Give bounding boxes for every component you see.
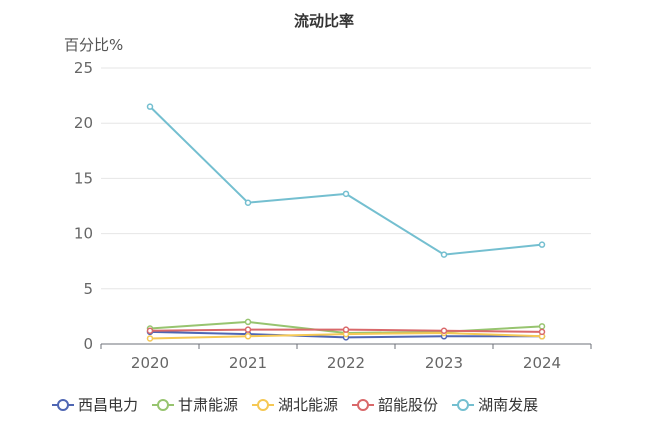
y-axis-label: 百分比% (64, 36, 124, 54)
data-point (146, 335, 154, 342)
y-tick-label: 0 (83, 335, 93, 353)
data-point (538, 328, 546, 336)
data-point (342, 190, 350, 198)
legend-item[interactable]: 韶能股份 (352, 394, 438, 415)
y-tick-label: 25 (74, 59, 93, 77)
data-point (146, 103, 154, 110)
data-point (440, 327, 448, 335)
legend-label: 韶能股份 (378, 396, 439, 414)
legend-item[interactable]: 湖南发展 (452, 394, 538, 415)
legend-label: 西昌电力 (78, 396, 139, 414)
y-tick-label: 10 (74, 225, 93, 243)
legend-line-circle-icon (252, 398, 275, 411)
data-point (440, 251, 448, 258)
series-line-5 (149, 105, 543, 256)
legend-label: 湖北能源 (278, 396, 339, 414)
data-point (538, 323, 546, 330)
data-point (342, 326, 350, 333)
data-point (244, 333, 252, 340)
data-point (244, 318, 252, 326)
data-point (244, 199, 252, 206)
y-tick-label: 20 (74, 114, 93, 132)
data-point (244, 326, 252, 333)
legend-item[interactable]: 西昌电力 (52, 394, 138, 415)
legend-item[interactable]: 湖北能源 (252, 394, 338, 415)
x-tick-label: 2024 (523, 354, 561, 372)
data-point (146, 327, 154, 335)
legend-label: 甘肃能源 (178, 396, 239, 414)
y-tick-label: 5 (83, 280, 93, 298)
y-tick-label: 15 (74, 169, 93, 187)
legend-line-circle-icon (52, 398, 74, 411)
legend-item[interactable]: 甘肃能源 (152, 394, 238, 415)
x-tick-label: 2020 (131, 354, 169, 372)
x-tick-label: 2022 (327, 354, 365, 372)
legend-label: 湖南发展 (478, 396, 539, 414)
legend-line-circle-icon (352, 398, 375, 411)
chart-title: 流动比率 (293, 12, 354, 30)
legend-line-circle-icon (452, 398, 475, 411)
chart-legend: 西昌电力 甘肃能源 湖北能源 韶能股份 湖南发展 (52, 394, 538, 415)
data-point (538, 241, 546, 248)
legend-line-circle-icon (152, 398, 175, 411)
x-tick-label: 2023 (425, 354, 463, 372)
x-tick-label: 2021 (229, 354, 267, 372)
